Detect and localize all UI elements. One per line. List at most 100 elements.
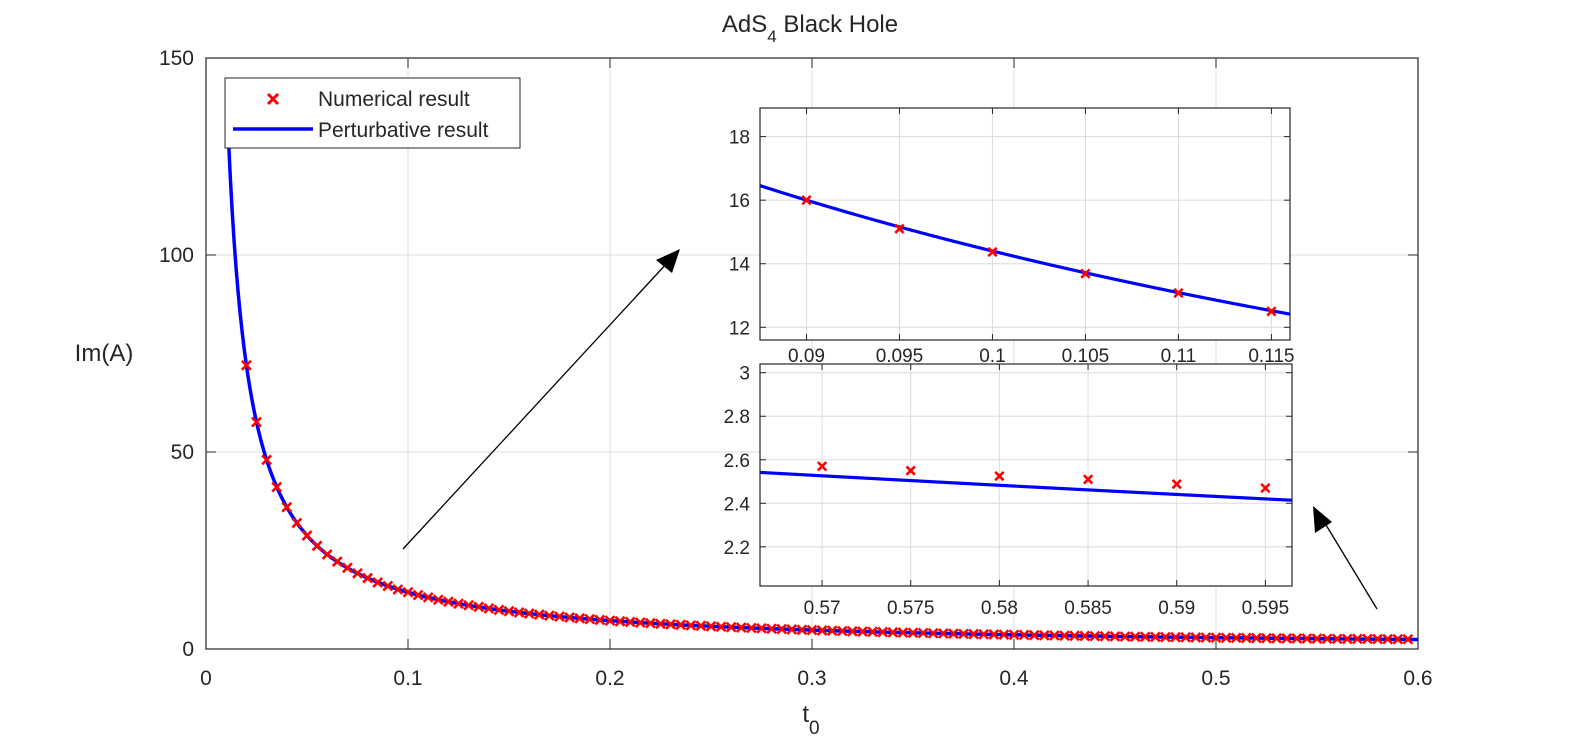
numerical-point: [271, 481, 283, 493]
numerical-point: [644, 617, 656, 629]
legend-box: [224, 77, 521, 149]
numerical-point: [1099, 630, 1111, 642]
legend-x-marker: [266, 92, 280, 106]
perturbative-curve: [759, 470, 1293, 502]
numerical-point: [1119, 631, 1131, 642]
numerical-point: [1392, 633, 1404, 645]
numerical-point: [927, 627, 939, 639]
numerical-point: [422, 591, 434, 603]
zoom-arrow-top: [402, 249, 680, 550]
perturbative-curve: [759, 184, 1291, 316]
numerical-point: [958, 628, 969, 640]
numerical-point: [1362, 633, 1373, 645]
inset-bottom-frame: [759, 363, 1293, 587]
numerical-point: [1080, 268, 1091, 279]
y-tick-label: 2.2: [724, 538, 750, 559]
numerical-point: [968, 628, 980, 640]
x-tick-label: 0.59: [1158, 598, 1195, 619]
y-tick-label: 3: [739, 364, 750, 385]
numerical-point: [826, 625, 838, 637]
numerical-point: [533, 609, 545, 621]
inset-bottom-curve-group: [759, 470, 1293, 502]
numerical-point: [513, 606, 525, 618]
numerical-point: [1260, 482, 1271, 494]
x-tick-label: 0: [200, 667, 212, 690]
y-tick-label: 18: [729, 128, 750, 149]
numerical-point: [614, 615, 626, 627]
x-tick-label: 0.585: [1064, 598, 1112, 619]
numerical-point: [311, 540, 323, 552]
numerical-point: [1311, 633, 1323, 645]
numerical-point: [1402, 633, 1414, 645]
numerical-point: [655, 618, 666, 630]
numerical-point: [1210, 632, 1222, 644]
numerical-point: [695, 620, 707, 632]
x-tick-label: 0.57: [804, 598, 841, 619]
x-tick-label: 0.5: [1201, 667, 1230, 690]
numerical-point: [624, 616, 636, 628]
x-tick-label: 0.2: [595, 667, 624, 690]
numerical-point: [816, 461, 828, 472]
numerical-point: [715, 621, 727, 633]
numerical-point: [994, 470, 1005, 482]
numerical-point: [745, 622, 757, 634]
inset-top: 0.09 0.095 0.1 0.105 0.11 0.115 12 14 16 18: [729, 107, 1294, 367]
inset-bottom-ticks: 0.57 0.575 0.58 0.585 0.59 0.595 2.2 2.4 2.6 2.8 3: [724, 364, 1292, 619]
numerical-point: [1038, 629, 1050, 641]
numerical-point: [905, 465, 916, 476]
numerical-point: [1018, 629, 1030, 641]
inset-bottom-grid: [760, 364, 1292, 586]
x-axis-label: t0: [802, 701, 819, 739]
numerical-point: [1351, 633, 1363, 645]
main-markers-group: [240, 359, 1414, 645]
numerical-point: [816, 624, 828, 636]
y-tick-label: 0: [182, 638, 194, 661]
chart-title: AdS4 Black Hole: [722, 11, 898, 46]
numerical-point: [685, 619, 697, 631]
inset-top-frame: [759, 107, 1291, 341]
numerical-point: [634, 617, 646, 629]
x-tick-label: 0.115: [1248, 346, 1294, 367]
numerical-point: [523, 608, 535, 619]
numerical-point: [564, 612, 576, 623]
x-tick-label: 0.3: [797, 667, 826, 690]
numerical-point: [725, 621, 737, 633]
numerical-point: [1170, 631, 1182, 643]
numerical-point: [867, 626, 879, 638]
inset-bottom-markers-group: [816, 461, 1271, 494]
numerical-point: [1129, 631, 1141, 643]
numerical-point: [574, 612, 586, 624]
numerical-point: [493, 604, 505, 616]
numerical-point: [806, 624, 818, 636]
numerical-point: [584, 613, 596, 625]
numerical-point: [604, 615, 616, 627]
numerical-point: [1171, 479, 1182, 490]
x-tick-label: 0.6: [1403, 667, 1432, 690]
legend-label-perturbative: Perturbative result: [318, 119, 489, 142]
x-tick-label: 0.58: [981, 598, 1018, 619]
inset-top-markers-group: [801, 195, 1277, 317]
numerical-point: [978, 628, 990, 640]
x-tick-label: 0.1: [393, 667, 422, 690]
x-tick-label: 0.1: [979, 346, 1005, 367]
main-axes: 0 0.1 0.2 0.3 0.4 0.5 0.6 0 50 100 150: [159, 47, 1433, 690]
numerical-point: [1059, 630, 1070, 642]
inset-top-background: [760, 108, 1290, 340]
numerical-point: [1048, 630, 1060, 641]
numerical-point: [1173, 287, 1184, 299]
numerical-point: [1082, 474, 1094, 485]
main-ticks: 0 0.1 0.2 0.3 0.4 0.5 0.6 0 50 100 150: [159, 47, 1433, 690]
numerical-point: [705, 620, 717, 632]
numerical-point: [756, 622, 767, 634]
numerical-point: [543, 610, 555, 622]
numerical-point: [1271, 632, 1283, 644]
numerical-point: [392, 584, 404, 595]
y-tick-label: 2.8: [724, 407, 750, 428]
x-tick-label: 0.4: [999, 667, 1029, 690]
x-tick-label: 0.105: [1062, 346, 1110, 367]
legend-item-perturbative: Perturbative result: [233, 119, 489, 142]
numerical-point: [1341, 633, 1353, 645]
numerical-point: [857, 626, 868, 637]
y-tick-label: 14: [729, 255, 751, 276]
